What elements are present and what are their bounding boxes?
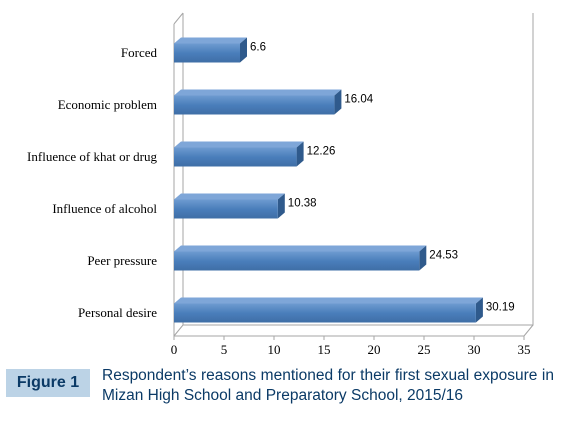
bar-top-face: [174, 37, 247, 44]
bar-end-face: [240, 37, 247, 63]
figure-label: Figure 1: [6, 369, 90, 397]
figure-caption: Respondent’s reasons mentioned for their…: [102, 367, 554, 404]
data-label: 16.04: [344, 94, 373, 106]
bar-group: Forced 6.6: [121, 37, 266, 63]
bar: [174, 43, 240, 63]
depth-edge-bottom: [173, 324, 184, 337]
data-label: 6.6: [250, 42, 266, 54]
bar: [174, 251, 420, 271]
bar-group: Influence of khat or drug 12.26: [27, 141, 336, 167]
bar-group: Personal desire 30.19: [78, 297, 515, 323]
x-axis-ticks: 0 5 10 15 20 25 30 35: [171, 336, 531, 357]
bar: [174, 199, 278, 219]
bar-top-face: [174, 89, 342, 96]
x-tick-label: 30: [468, 342, 481, 357]
bar-group: Influence of alcohol 10.38: [52, 193, 317, 219]
category-label: Influence of alcohol: [52, 201, 157, 216]
category-label: Peer pressure: [87, 253, 157, 268]
data-label: 10.38: [288, 198, 317, 210]
bar-top-face: [174, 297, 483, 304]
x-tick-label: 20: [368, 342, 381, 357]
bar: [174, 147, 297, 167]
bar-end-face: [296, 141, 304, 167]
bar: [174, 303, 476, 323]
bar-top-face: [174, 193, 285, 200]
depth-edge-top: [173, 12, 184, 25]
category-label: Personal desire: [78, 305, 157, 320]
bars-group: Forced 6.6 Economic problem 16.04 Influence …: [27, 37, 515, 323]
bar-group: Economic problem 16.04: [58, 89, 374, 115]
depth-edge-right: [523, 324, 534, 337]
plot-frame: [173, 12, 534, 337]
bar-chart: Forced 6.6 Economic problem 16.04 Influence …: [27, 12, 534, 357]
bar-top-face: [174, 245, 427, 252]
bar-top-face: [174, 141, 304, 148]
category-label: Economic problem: [58, 97, 157, 112]
x-tick-label: 25: [418, 342, 431, 357]
bar: [174, 95, 335, 115]
x-tick-label: 0: [171, 342, 178, 357]
bar-end-face: [419, 245, 427, 271]
bar-group: Peer pressure 24.53: [87, 245, 458, 271]
x-tick-label: 15: [318, 342, 331, 357]
bar-end-face: [334, 89, 342, 115]
x-tick-label: 5: [221, 342, 228, 357]
data-label: 24.53: [429, 250, 458, 262]
data-label: 30.19: [486, 302, 515, 314]
x-tick-label: 35: [518, 342, 531, 357]
bar-end-face: [475, 297, 483, 323]
back-wall: [182, 13, 534, 326]
data-label: 12.26: [307, 146, 336, 158]
category-label: Forced: [121, 45, 158, 60]
category-label: Influence of khat or drug: [27, 149, 157, 164]
bar-end-face: [277, 193, 285, 219]
x-tick-label: 10: [268, 342, 281, 357]
